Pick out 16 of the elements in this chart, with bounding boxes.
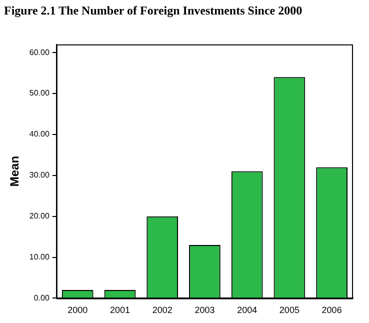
y-tick-label: 20.00 — [29, 212, 50, 221]
x-tick-label: 2004 — [237, 305, 258, 316]
y-tick-label: 50.00 — [29, 88, 50, 98]
y-tick-label: 30.00 — [29, 170, 50, 180]
chart-title: Figure 2.1 The Number of Foreign Investments Since 2000 — [4, 3, 302, 18]
y-tick-label: 60.00 — [29, 48, 50, 57]
y-tick-label: 10.00 — [29, 252, 50, 262]
y-tick-label: 40.00 — [29, 130, 50, 139]
y-axis-title: Mean — [8, 156, 22, 187]
x-tick-label: 2006 — [322, 305, 342, 316]
x-tick-label: 2002 — [152, 305, 172, 316]
y-tick-label: 0.00 — [34, 293, 50, 302]
x-tick-label: 2005 — [279, 305, 300, 316]
x-tick-label: 2001 — [110, 305, 130, 316]
x-tick-label: 2000 — [68, 305, 88, 316]
x-tick-label: 2003 — [194, 305, 215, 316]
